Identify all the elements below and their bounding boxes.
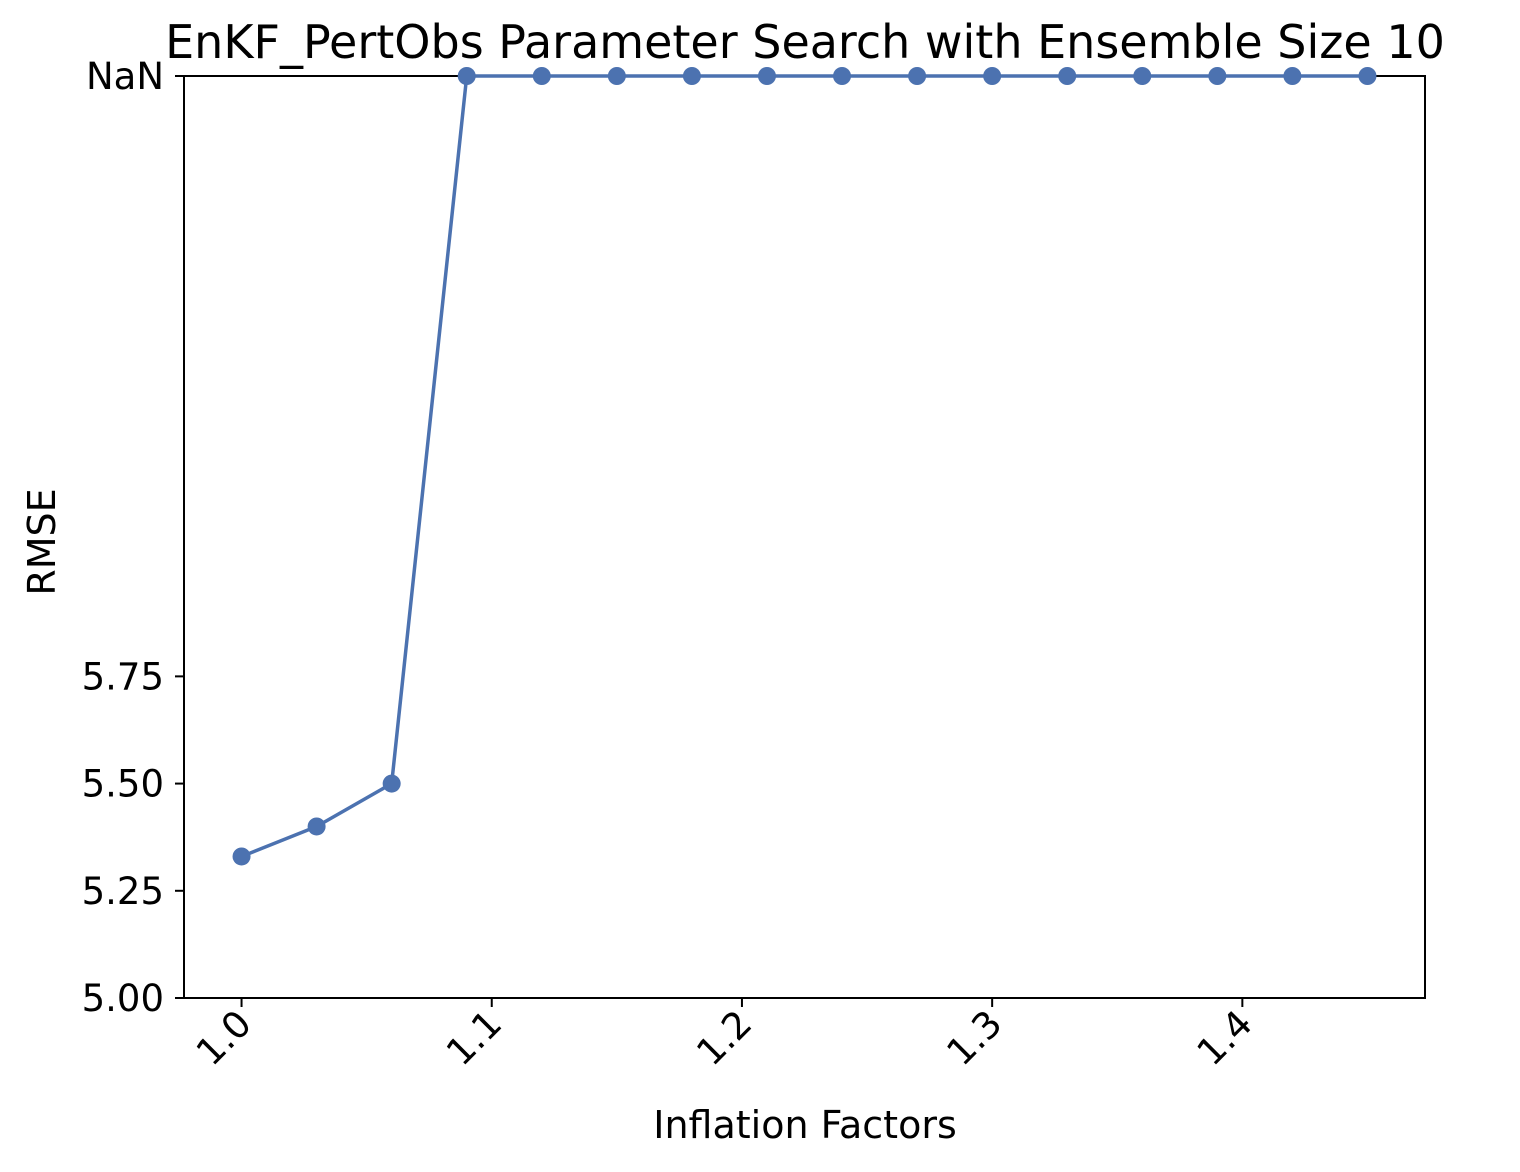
chart-title: EnKF_PertObs Parameter Search with Ensem… [165, 15, 1445, 69]
data-point [1358, 67, 1377, 85]
data-point [757, 67, 776, 85]
x-axis-ticks: 1.0 1.1 1.2 1.3 1.4 [188, 998, 1261, 1074]
x-tick-label: 1.1 [438, 1002, 510, 1074]
data-point [1058, 67, 1077, 85]
series-layer [232, 67, 1377, 866]
y-tick-label: 5.00 [82, 977, 164, 1020]
y-tick-label: 5.75 [82, 655, 164, 698]
x-tick-label: 1.0 [188, 1002, 260, 1074]
x-axis-label: Inflation Factors [653, 1103, 957, 1147]
data-point [1133, 67, 1152, 85]
y-tick-label: 5.25 [82, 870, 164, 913]
data-point [833, 67, 852, 85]
series-line [239, 74, 1370, 859]
data-point [607, 67, 626, 85]
data-point [382, 774, 401, 793]
data-point [457, 67, 476, 85]
y-axis-ticks: 5.00 5.25 5.50 5.75 NaN [82, 55, 184, 1020]
data-point [1208, 67, 1227, 85]
y-tick-label: 5.50 [82, 763, 164, 806]
y-axis-label: RMSE [20, 488, 64, 595]
x-tick-label: 1.3 [939, 1002, 1011, 1074]
data-point [908, 67, 927, 85]
data-point [983, 67, 1002, 85]
data-point [682, 67, 701, 85]
data-point [1283, 67, 1302, 85]
plot-area-frame [183, 75, 1426, 999]
data-point [232, 847, 251, 866]
x-tick-label: 1.2 [688, 1002, 760, 1074]
data-point [532, 67, 551, 85]
x-tick-label: 1.4 [1189, 1002, 1261, 1074]
y-tick-label: NaN [86, 55, 164, 98]
data-point [307, 817, 326, 836]
